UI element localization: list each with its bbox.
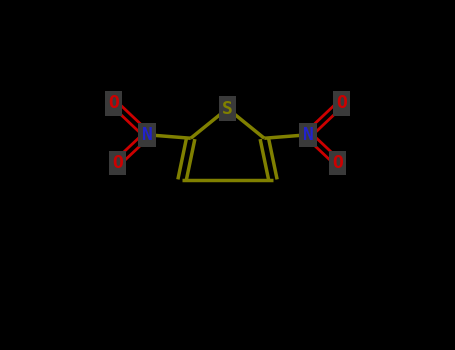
Text: O: O <box>336 94 347 112</box>
Text: O: O <box>108 94 119 112</box>
Text: N: N <box>142 126 152 144</box>
Text: O: O <box>332 154 343 172</box>
Text: N: N <box>303 126 313 144</box>
Text: S: S <box>222 99 233 118</box>
Text: O: O <box>112 154 123 172</box>
